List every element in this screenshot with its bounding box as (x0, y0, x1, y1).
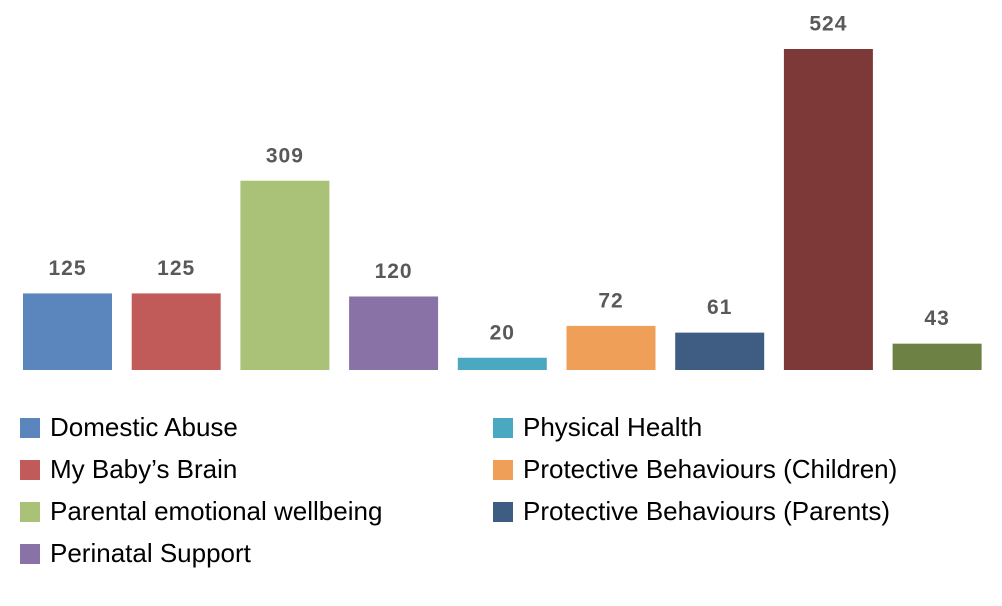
legend-label: Protective Behaviours (Parents) (523, 496, 890, 526)
bar (675, 332, 765, 370)
bar (240, 180, 330, 370)
bar (349, 296, 439, 370)
value-label: 120 (375, 260, 413, 283)
value-label: 125 (157, 257, 195, 280)
value-label: 20 (490, 321, 515, 344)
bar (783, 49, 873, 370)
bar (131, 293, 221, 370)
value-label: 43 (924, 307, 949, 330)
legend-swatch (493, 502, 513, 522)
value-label: 524 (809, 13, 847, 36)
bar (23, 293, 112, 370)
legend-swatch (20, 502, 40, 522)
bar (566, 325, 656, 370)
legend-label: Domestic Abuse (50, 412, 238, 442)
legend-label: Perinatal Support (50, 538, 252, 568)
legend-swatch (493, 418, 513, 438)
value-label: 125 (48, 257, 86, 280)
bar (892, 343, 982, 370)
value-label: 72 (598, 289, 623, 312)
value-label: 309 (266, 144, 304, 167)
bar (457, 357, 547, 370)
legend-label: Parental emotional wellbeing (50, 496, 382, 526)
legend-swatch (20, 544, 40, 564)
legend-swatch (20, 418, 40, 438)
legend-swatch (493, 460, 513, 480)
value-label: 61 (707, 296, 732, 319)
legend-label: Physical Health (523, 412, 702, 442)
legend-label: My Baby’s Brain (50, 454, 237, 484)
legend-label: Protective Behaviours (Children) (523, 454, 897, 484)
legend-swatch (20, 460, 40, 480)
